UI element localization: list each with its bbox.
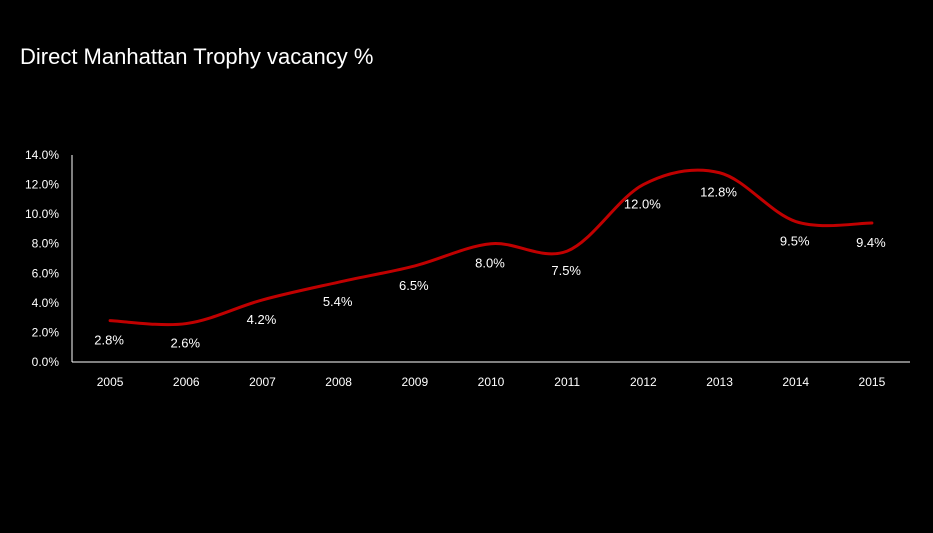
data-label: 9.4% [856,235,886,250]
x-tick-label: 2009 [401,375,428,389]
x-tick-label: 2013 [706,375,733,389]
data-label: 4.2% [247,312,277,327]
y-tick-label: 12.0% [25,178,59,192]
data-label: 2.8% [94,333,124,348]
data-label: 6.5% [399,278,429,293]
y-tick-label: 14.0% [25,148,59,162]
y-tick-label: 8.0% [32,237,60,251]
x-tick-label: 2008 [325,375,352,389]
y-tick-label: 4.0% [32,296,60,310]
x-tick-label: 2007 [249,375,276,389]
chart-title: Direct Manhattan Trophy vacancy % [20,44,374,69]
x-tick-label: 2006 [173,375,200,389]
y-tick-label: 0.0% [32,355,60,369]
data-labels: 2.8% 2.6% 4.2% 5.4% 6.5% 8.0% 7.5% 12.0% 12.8% 9.… [94,185,886,351]
data-label: 9.5% [780,234,810,249]
x-tick-label: 2012 [630,375,657,389]
axes [71,155,910,363]
y-axis-ticks: 0.0% 2.0% 4.0% 6.0% 8.0% 10.0% 12.0% 14.0% [25,148,59,369]
x-tick-label: 2015 [859,375,886,389]
series-line [108,168,874,327]
y-tick-label: 10.0% [25,207,59,221]
data-label: 5.4% [323,294,353,309]
data-label: 12.0% [624,197,661,212]
x-tick-label: 2005 [97,375,124,389]
x-tick-label: 2010 [478,375,505,389]
data-label: 12.8% [700,185,737,200]
data-label: 2.6% [170,336,200,351]
y-tick-label: 2.0% [32,325,60,339]
x-axis-ticks: 2005 2006 2007 2008 2009 2010 2011 2012 2013 2014… [97,375,886,389]
data-label: 8.0% [475,256,505,271]
x-tick-label: 2011 [554,375,580,389]
data-label: 7.5% [551,263,581,278]
x-tick-label: 2014 [782,375,809,389]
y-tick-label: 6.0% [32,266,60,280]
series-layer [108,168,874,327]
